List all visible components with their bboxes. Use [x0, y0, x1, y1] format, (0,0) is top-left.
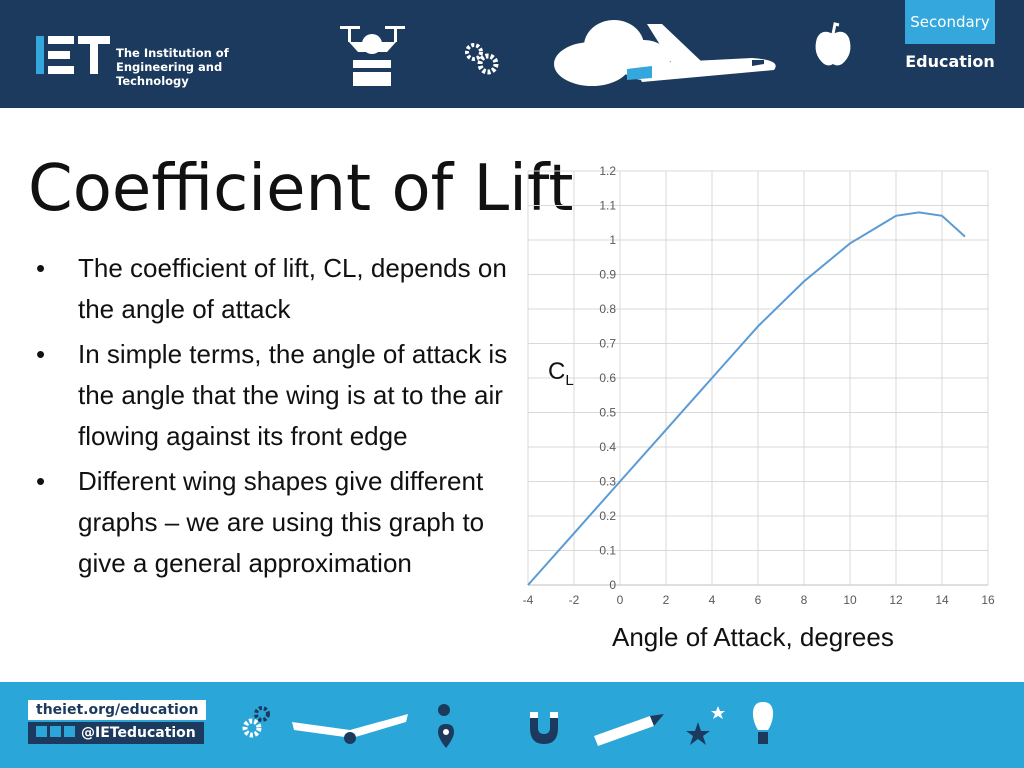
- y-tick-label: 0.9: [599, 268, 616, 282]
- glider-icon: [292, 714, 408, 744]
- x-tick-label: 0: [617, 593, 624, 607]
- y-tick-label: 0.1: [599, 544, 616, 558]
- y-tick-label: 0.2: [599, 509, 616, 523]
- x-tick-label: 10: [843, 593, 857, 607]
- cloud-shuttle-icon: [554, 20, 776, 86]
- footer-banner: theiet.org/education @IETeducation: [0, 682, 1024, 768]
- y-tick-label: 1.2: [599, 164, 616, 178]
- x-tick-label: 4: [709, 593, 716, 607]
- magnet-icon: [530, 712, 558, 744]
- org-name-line1: The Institution of: [116, 46, 229, 60]
- y-tick-label: 0.5: [599, 406, 616, 420]
- bullet-dot-icon: •: [36, 339, 46, 369]
- facebook-icon: [50, 726, 61, 737]
- y-tick-label: 1.1: [599, 199, 616, 213]
- x-tick-label: -4: [523, 593, 534, 607]
- bullet-text: Different wing shapes give different gra…: [78, 466, 485, 578]
- y-tick-label: 0.8: [599, 302, 616, 316]
- header-banner: The Institution of Engineering and Techn…: [0, 0, 1024, 108]
- x-axis-title: Angle of Attack, degrees: [612, 622, 894, 652]
- bullet-item: • Different wing shapes give different gr…: [36, 461, 526, 584]
- bullet-text: In simple terms, the angle of attack is …: [78, 339, 508, 451]
- x-tick-label: 2: [663, 593, 670, 607]
- y-tick-label: 0: [609, 578, 616, 592]
- x-tick-label: -2: [569, 593, 580, 607]
- bullet-item: • The coefficient of lift, CL, depends on…: [36, 248, 526, 330]
- y-tick-label: 0.3: [599, 475, 616, 489]
- apple-icon: [815, 22, 851, 66]
- iet-logo-mark-icon: [36, 36, 110, 74]
- iet-logo-text: The Institution of Engineering and Techn…: [116, 46, 286, 88]
- gears-icon: [465, 43, 499, 75]
- bullet-list: • The coefficient of lift, CL, depends on…: [36, 248, 526, 588]
- x-tick-label: 12: [889, 593, 903, 607]
- footer-social-handle[interactable]: @IETeducation: [28, 722, 204, 744]
- y-axis-title-sub: L: [565, 371, 574, 389]
- bullet-item: • In simple terms, the angle of attack is…: [36, 334, 526, 457]
- location-pin-icon: [438, 704, 454, 748]
- lightbulb-icon: [752, 702, 774, 744]
- cl-series-line: [527, 211, 966, 586]
- chart-svg: 0 0.1 0.2 0.3 0.4 0.5 0.6 0.7 0.8 0.9 1 1.1 1.2 -4 -2 0…: [523, 164, 995, 607]
- y-axis-title-main: C: [548, 358, 566, 385]
- footer-gears-icon: [242, 706, 270, 738]
- slide-title: Coefficient of Lift: [28, 152, 574, 226]
- twitter-icon: [36, 726, 47, 737]
- bullet-text: The coefficient of lift, CL, depends on …: [78, 253, 507, 324]
- bullet-dot-icon: •: [36, 466, 46, 496]
- y-tick-label: 0.4: [599, 440, 616, 454]
- y-axis-title: CL: [548, 358, 574, 389]
- instagram-icon: [64, 726, 75, 737]
- x-tick-label: 14: [935, 593, 949, 607]
- y-tick-label: 0.6: [599, 371, 616, 385]
- social-handle-text: @IETeducation: [81, 725, 196, 741]
- footer-url-link[interactable]: theiet.org/education: [28, 700, 207, 720]
- bullet-dot-icon: •: [36, 253, 46, 283]
- y-tick-label: 1: [609, 233, 616, 247]
- badge-education: Education: [905, 52, 995, 71]
- lift-coefficient-chart: 0 0.1 0.2 0.3 0.4 0.5 0.6 0.7 0.8 0.9 1 1.1 1.2 -4 -2 0…: [510, 160, 1010, 670]
- drone-icon: [340, 26, 405, 86]
- y-tick-label: 0.7: [599, 337, 616, 351]
- stars-icon: [686, 706, 725, 745]
- x-tick-label: 8: [801, 593, 808, 607]
- badge-secondary: Secondary: [905, 0, 995, 44]
- x-tick-label: 6: [755, 593, 762, 607]
- iet-logo[interactable]: The Institution of Engineering and Techn…: [36, 36, 286, 88]
- x-tick-label: 16: [981, 593, 995, 607]
- pencil-icon: [594, 714, 664, 746]
- org-name-line2: Engineering and Technology: [116, 60, 223, 88]
- secondary-education-badge: Secondary Education: [905, 0, 1024, 108]
